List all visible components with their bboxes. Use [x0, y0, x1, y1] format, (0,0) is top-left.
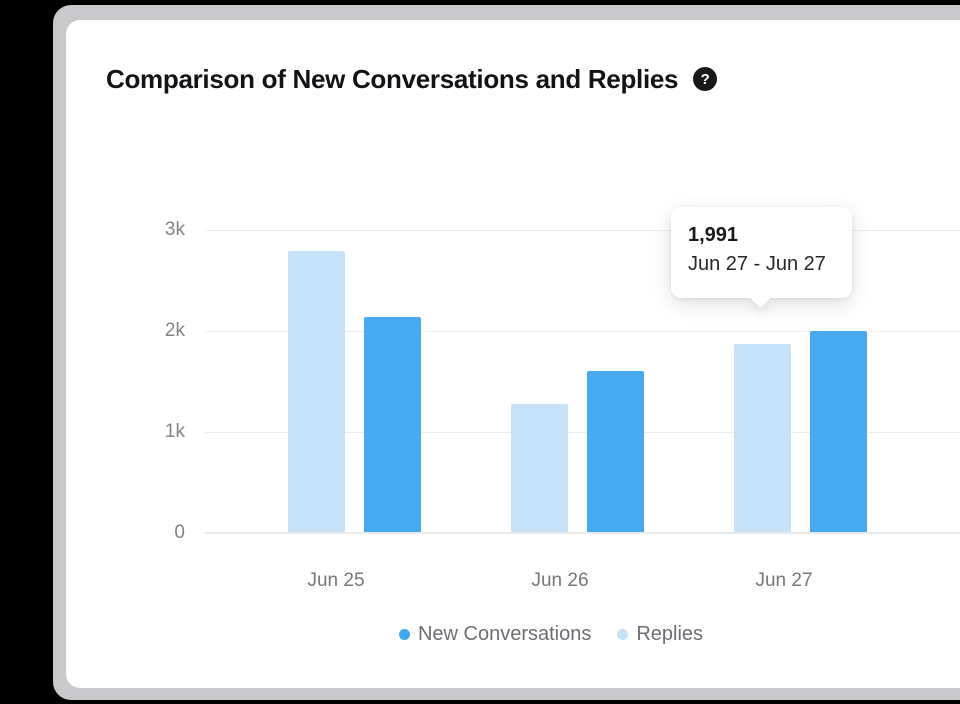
- bar-new-conversations-jun-25[interactable]: [364, 317, 421, 532]
- gridline-3k: [205, 230, 960, 231]
- y-tick-label-2k: 2k: [164, 320, 185, 341]
- bar-group-jun-25: [288, 229, 421, 532]
- bar-replies-jun-27[interactable]: [734, 344, 791, 532]
- legend-label-replies: Replies: [636, 623, 704, 645]
- legend-item-new-conversations[interactable]: New Conversations: [398, 623, 592, 646]
- tooltip-value: 1,991: [688, 224, 739, 246]
- card-header: Comparison of New Conversations and Repl…: [106, 64, 718, 94]
- tooltip-date-range: Jun 27 - Jun 27: [688, 253, 826, 275]
- plot-area: Jun 25 Jun 26 Jun 27: [205, 229, 960, 591]
- help-icon[interactable]: ?: [693, 67, 718, 91]
- legend-dot-new-conversations: [398, 629, 410, 640]
- gridline-2k: [205, 331, 960, 332]
- x-tick-label-jun-27: Jun 27: [755, 570, 813, 591]
- help-glyph: ?: [700, 70, 710, 88]
- chart-legend: New Conversations Replies: [316, 623, 786, 646]
- y-tick-label-1k: 1k: [164, 421, 185, 442]
- bar-new-conversations-jun-27[interactable]: [810, 331, 867, 532]
- bar-group-jun-26: [511, 229, 644, 532]
- chart-title: Comparison of New Conversations and Repl…: [106, 64, 679, 94]
- legend-label-new-conversations: New Conversations: [417, 623, 592, 645]
- y-tick-label-0: 0: [174, 522, 185, 543]
- y-tick-label-3k: 3k: [164, 219, 185, 240]
- gridline-1k: [205, 432, 960, 433]
- x-tick-label-jun-26: Jun 26: [531, 570, 589, 591]
- bar-new-conversations-jun-26[interactable]: [587, 371, 644, 532]
- bar-replies-jun-26[interactable]: [511, 404, 568, 532]
- x-axis-line: [205, 532, 960, 534]
- chart-card: Comparison of New Conversations and Repl…: [66, 20, 960, 688]
- chart-tooltip: 1,991 Jun 27 - Jun 27: [671, 207, 852, 309]
- bar-group-jun-27: [734, 229, 867, 532]
- bar-replies-jun-25[interactable]: [288, 251, 345, 532]
- legend-item-replies[interactable]: Replies: [617, 623, 703, 646]
- legend-dot-replies: [617, 629, 629, 640]
- x-tick-label-jun-25: Jun 25: [307, 570, 365, 591]
